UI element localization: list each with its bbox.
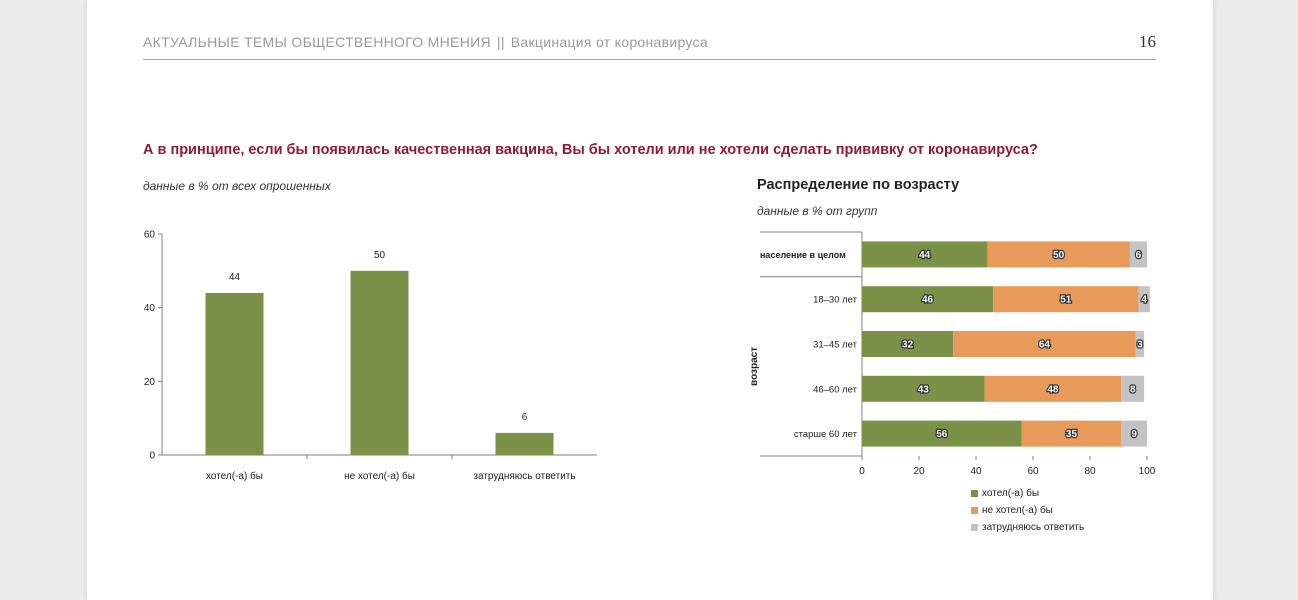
report-page: АКТУАЛЬНЫЕ ТЕМЫ ОБЩЕСТВЕННОГО МНЕНИЯ || Ва…: [87, 0, 1213, 600]
y-tick-label: 18–30 лет: [813, 295, 858, 306]
stacked-bar-segment: [953, 331, 1136, 357]
x-tick-label: 100: [1139, 466, 1156, 477]
legend-label: затрудняюсь ответить: [982, 522, 1085, 533]
chart2-legend: хотел(-а) бы не хотел(-а) бы затрудняюсь о…: [971, 485, 1084, 536]
y-tick-label: 31–45 лет: [813, 340, 858, 351]
legend-swatch: [971, 490, 978, 497]
header-topic: Вакцинация от коронавируса: [510, 34, 708, 50]
chart2-note: данные в % от групп: [757, 204, 878, 218]
stacked-bar-segment: [1121, 420, 1147, 447]
x-tick-label: не хотел(-а) бы: [344, 470, 415, 482]
bar: [495, 432, 554, 455]
stacked-bar-segment: [862, 375, 985, 402]
y-tick-label: 20: [144, 377, 156, 388]
page-header: АКТУАЛЬНЫЕ ТЕМЫ ОБЩЕСТВЕННОГО МНЕНИЯ || Ва…: [143, 32, 1156, 60]
x-tick-label: 0: [859, 466, 865, 477]
y-tick-label: 60: [144, 230, 156, 241]
x-tick-label: хотел(-а) бы: [206, 470, 263, 482]
segment-value-label: 3: [1137, 340, 1143, 351]
y-tick-label: 40: [144, 303, 156, 314]
legend-item: хотел(-а) бы: [971, 485, 1084, 502]
stacked-bar-segment: [1021, 420, 1122, 447]
age-stacked-bar-chart: 0 20 40 60 80 100 население в целом 44 50 6 18–30 …: [749, 231, 1156, 477]
stacked-bar-segment: [862, 286, 994, 313]
x-tick-label: затрудняюсь ответить: [473, 471, 575, 482]
segment-value-label: 51: [1060, 295, 1072, 306]
segment-value-label: 46: [922, 295, 934, 306]
stacked-bar-segment: [984, 375, 1122, 402]
page-number: 16: [1139, 32, 1156, 51]
segment-value-label: 43: [918, 384, 930, 395]
stacked-bar-segment: [862, 331, 954, 357]
segment-value-label: 9: [1131, 429, 1137, 440]
legend-item: затрудняюсь ответить: [971, 519, 1084, 536]
x-tick-label: 40: [970, 466, 982, 477]
stacked-bar-segment: [862, 241, 988, 268]
y-tick-label: 0: [149, 451, 155, 462]
segment-value-label: 56: [936, 429, 948, 440]
segment-value-label: 50: [1053, 250, 1065, 261]
segment-value-label: 64: [1039, 340, 1051, 351]
legend-swatch: [971, 524, 978, 531]
segment-value-label: 6: [1136, 250, 1142, 261]
bar-value-label: 50: [374, 250, 386, 261]
y-tick-label: 46–60 лет: [813, 384, 858, 395]
y-tick-label: население в целом: [760, 250, 846, 260]
segment-value-label: 44: [919, 250, 931, 261]
chart2-title: Распределение по возрасту: [757, 177, 960, 193]
y-tick-label: старше 60 лет: [794, 429, 858, 440]
x-tick-label: 20: [913, 466, 925, 477]
stacked-bar-segment: [987, 241, 1130, 268]
x-tick-label: 60: [1027, 466, 1039, 477]
legend-item: не хотел(-а) бы: [971, 502, 1084, 519]
bar-value-label: 6: [522, 412, 528, 423]
chart1-note: данные в % от всех опрошенных: [143, 179, 331, 193]
legend-label: хотел(-а) бы: [982, 488, 1040, 499]
stacked-bar-segment: [862, 420, 1022, 447]
stacked-bar-segment: [993, 286, 1139, 313]
segment-value-label: 48: [1047, 384, 1059, 395]
bar: [350, 270, 409, 455]
segment-value-label: 4: [1141, 295, 1147, 306]
header-section: АКТУАЛЬНЫЕ ТЕМЫ ОБЩЕСТВЕННОГО МНЕНИЯ: [143, 34, 491, 50]
x-tick-label: 80: [1084, 466, 1096, 477]
stacked-bar-segment: [1138, 286, 1150, 313]
y-axis-label: возраст: [749, 347, 760, 386]
stacked-bar-segment: [1129, 241, 1147, 268]
stacked-bar-segment: [1135, 331, 1145, 357]
bar-value-label: 44: [229, 272, 241, 283]
segment-value-label: 32: [902, 340, 914, 351]
survey-question: А в принципе, если бы появилась качестве…: [143, 142, 1038, 158]
legend-swatch: [971, 507, 978, 514]
stacked-bar-segment: [1121, 375, 1145, 402]
overall-bar-chart: 0 20 40 60 44 хотел(-а) бы 50 не хотел(-а) бы 6 з…: [144, 230, 597, 482]
legend-label: не хотел(-а) бы: [982, 505, 1053, 516]
segment-value-label: 8: [1130, 384, 1136, 395]
bar: [205, 292, 264, 455]
header-separator: ||: [496, 34, 505, 50]
segment-value-label: 35: [1066, 429, 1078, 440]
header-text: АКТУАЛЬНЫЕ ТЕМЫ ОБЩЕСТВЕННОГО МНЕНИЯ || Ва…: [143, 34, 708, 50]
